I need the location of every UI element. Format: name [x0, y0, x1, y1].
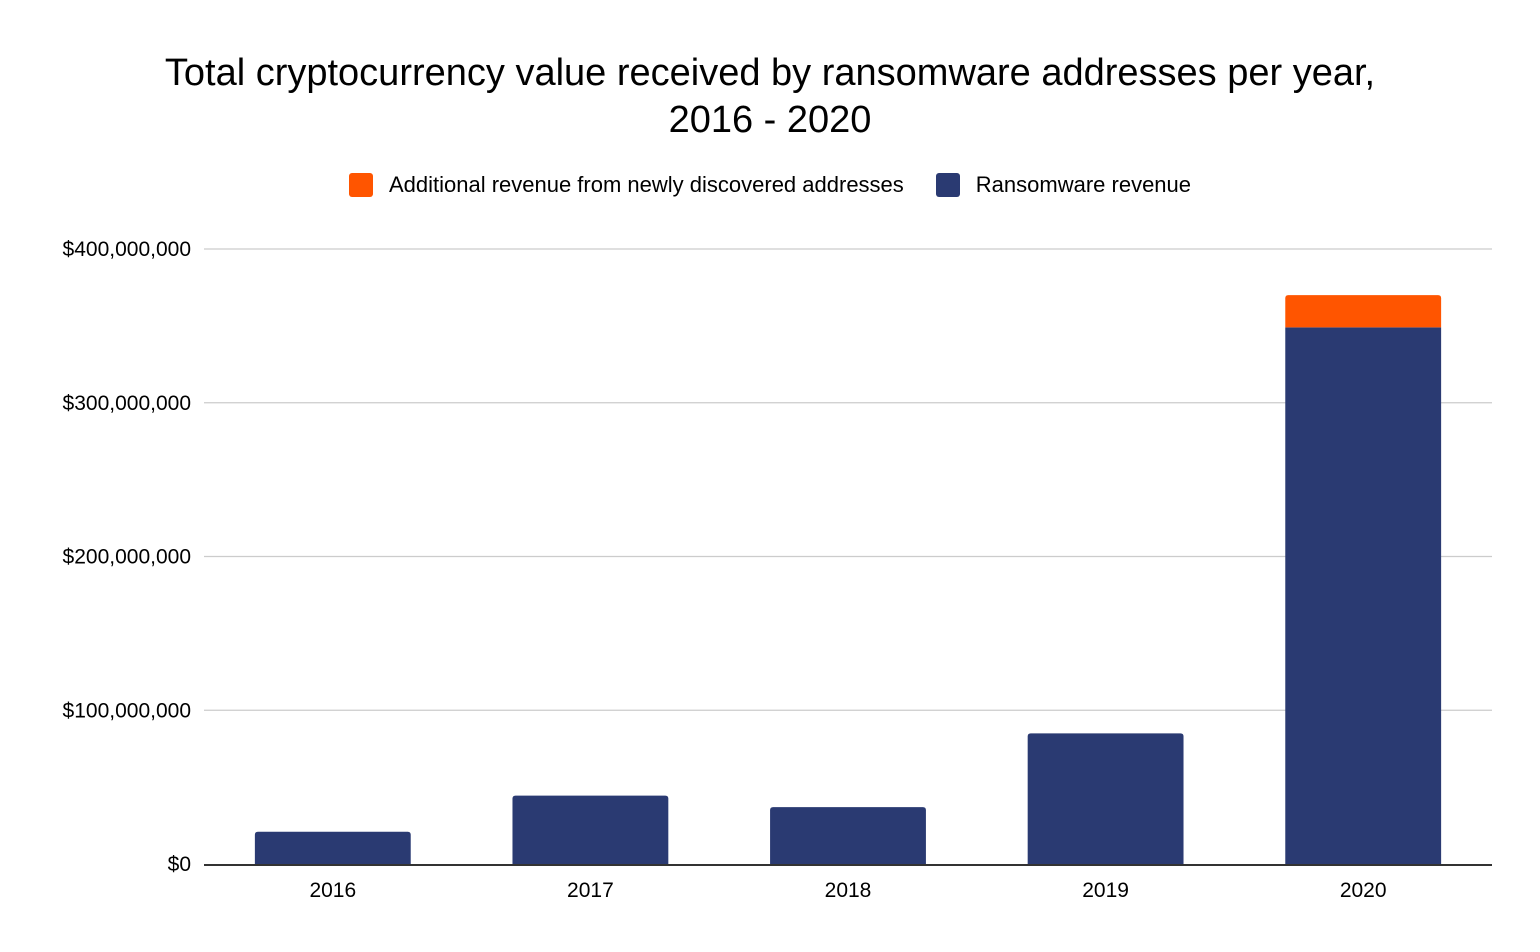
y-tick-label-3: $300,000,000 — [63, 392, 191, 415]
legend-swatch-ransomware-revenue — [935, 173, 960, 197]
x-tick-label-2018: 2018 — [825, 879, 872, 902]
y-tick-label-4: $400,000,000 — [63, 238, 191, 261]
bar-2018-ransomware-revenue — [770, 807, 926, 864]
legend-swatch-additional-revenue — [348, 173, 373, 197]
chart-title-line-2: 2016 - 2020 — [668, 99, 872, 141]
chart-legend: Additional revenue from newly discovered… — [0, 172, 1540, 198]
x-axis-tick-labels: 2016 2017 2018 2019 2020 — [309, 879, 1386, 902]
y-tick-label-1: $100,000,000 — [63, 699, 191, 722]
bars — [254, 295, 1442, 865]
chart-title: Total cryptocurrency value received by r… — [0, 50, 1540, 144]
legend-item-ransomware-revenue: Ransomware revenue — [935, 172, 1192, 198]
x-tick-label-2017: 2017 — [567, 879, 614, 902]
chart-title-line-1: Total cryptocurrency value received by r… — [164, 52, 1376, 94]
y-tick-label-2: $200,000,000 — [63, 546, 191, 569]
x-tick-label-2016: 2016 — [309, 879, 356, 902]
legend-item-additional-revenue: Additional revenue from newly discovered… — [348, 172, 904, 198]
x-tick-label-2020: 2020 — [1340, 879, 1387, 902]
x-tick-label-2019: 2019 — [1082, 879, 1129, 902]
y-axis-tick-labels: $0 $100,000,000 $200,000,000 $300,000,000 $4… — [63, 238, 191, 876]
legend-label-additional-revenue: Additional revenue from newly discovered… — [388, 172, 904, 197]
gridlines — [204, 248, 1492, 711]
y-tick-label-0: $0 — [168, 853, 191, 876]
bar-2020-ransomware-revenue — [1285, 327, 1442, 865]
bar-2016-ransomware-revenue — [254, 831, 411, 864]
legend-label-ransomware-revenue: Ransomware revenue — [975, 172, 1192, 197]
bar-2017-ransomware-revenue — [512, 795, 669, 864]
bar-2019-ransomware-revenue — [1027, 733, 1184, 864]
bar-2020-additional-revenue-from-newly-discovered-addresses — [1285, 295, 1442, 328]
